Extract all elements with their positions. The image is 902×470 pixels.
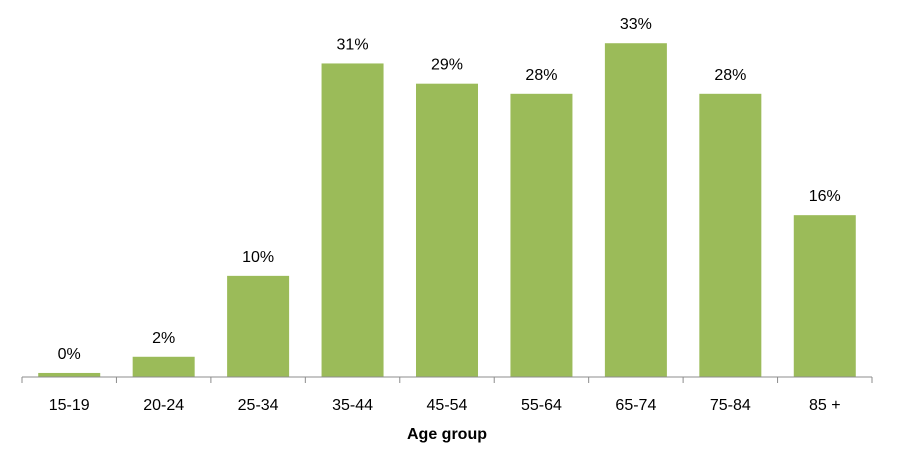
data-label: 2% [152, 330, 175, 347]
data-label: 29% [431, 57, 463, 74]
data-label: 28% [525, 67, 557, 84]
x-tick-label: 25-34 [238, 397, 279, 414]
bar-45-54 [416, 83, 478, 377]
data-label: 33% [620, 16, 652, 33]
bar-65-74 [604, 43, 667, 377]
x-tick-label: 35-44 [332, 397, 373, 414]
x-tick-label: 85 + [809, 397, 841, 414]
bar-35-44 [321, 63, 384, 377]
x-axis [21, 376, 873, 383]
bar-75-84 [699, 93, 762, 378]
x-axis-title: Age group [407, 426, 487, 443]
data-label: 28% [714, 67, 746, 84]
data-label: 31% [337, 36, 369, 53]
data-labels-layer: 0% 2% 10% 31% 29% 28% 33% 28% 16% [58, 16, 841, 363]
x-tick-label: 20-24 [143, 397, 184, 414]
data-label: 10% [242, 249, 274, 266]
bar-55-64 [510, 93, 573, 378]
bars-layer [38, 43, 856, 378]
x-tick-labels-layer: 15-19 20-24 25-34 35-44 45-54 55-64 65-74 75-84… [49, 397, 841, 414]
x-tick-label: 55-64 [521, 397, 562, 414]
x-tick-label: 45-54 [427, 397, 468, 414]
bar-85plus [793, 215, 856, 377]
bar-20-24 [132, 356, 195, 377]
x-tick-label: 15-19 [49, 397, 90, 414]
x-tick-label: 75-84 [710, 397, 751, 414]
x-tick-label: 65-74 [615, 397, 656, 414]
data-label: 0% [58, 346, 81, 363]
bar-25-34 [227, 275, 290, 377]
data-label: 16% [809, 188, 841, 205]
bar-15-19 [38, 372, 101, 377]
